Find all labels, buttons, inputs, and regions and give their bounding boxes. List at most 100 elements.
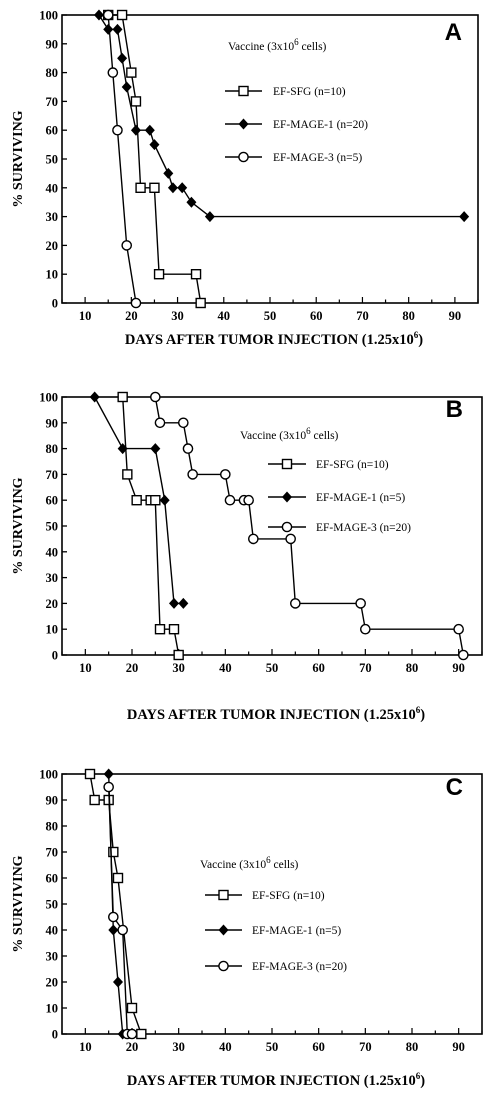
data-point — [84, 768, 96, 780]
series-circle — [102, 9, 142, 309]
data-point — [135, 182, 146, 194]
legend-entry: EF-MAGE-1 (n=5) — [268, 491, 405, 504]
data-point — [130, 124, 141, 136]
data-point — [169, 597, 179, 609]
data-point — [150, 391, 161, 403]
y-tick-label: 50 — [46, 520, 59, 534]
legend-marker — [238, 151, 249, 163]
data-point — [178, 597, 189, 609]
x-axis-label: DAYS AFTER TUMOR INJECTION (1.25x106) — [127, 1071, 425, 1089]
y-axis-label: % SURVIVING — [11, 110, 26, 207]
series-line — [122, 396, 180, 656]
data-point — [360, 623, 371, 635]
data-point — [220, 469, 231, 480]
legend-title-main: Vaccine (3x10 — [200, 859, 266, 871]
legend-title: Vaccine (3x106 cells) — [200, 855, 299, 871]
legend-label: EF-MAGE-1 (n=5) — [316, 492, 405, 504]
x-tick-label: 10 — [79, 661, 92, 675]
data-point — [116, 9, 128, 21]
data-point — [458, 649, 469, 661]
data-point — [150, 495, 161, 506]
y-tick-label: 100 — [39, 9, 58, 23]
data-point — [453, 623, 464, 635]
data-point — [167, 182, 178, 194]
x-tick-label: 80 — [402, 309, 415, 323]
legend-marker — [238, 118, 249, 130]
data-point — [149, 139, 160, 151]
x-axis-label-main: DAYS AFTER TUMOR INJECTION (1.25x10 — [127, 1073, 416, 1089]
y-axis-label: % SURVIVING — [11, 477, 26, 574]
legend-title-end: cells) — [299, 41, 327, 53]
legend-marker — [238, 85, 249, 97]
legend-entry: EF-SFG (n=10) — [205, 889, 325, 902]
y-tick-label: 0 — [52, 1028, 58, 1042]
series-square — [84, 768, 147, 1040]
legend-entry: EF-SFG (n=10) — [268, 458, 389, 471]
data-point — [130, 96, 142, 107]
legend-label: EF-MAGE-3 (n=20) — [252, 961, 347, 973]
x-tick-label: 90 — [452, 1040, 465, 1054]
data-point — [153, 269, 165, 280]
x-tick-label: 40 — [219, 661, 232, 675]
legend-title-main: Vaccine (3x10 — [240, 430, 306, 442]
data-point — [89, 794, 100, 806]
y-tick-label: 60 — [46, 494, 59, 508]
y-tick-label: 40 — [46, 924, 59, 938]
legend-marker — [218, 960, 229, 972]
x-tick-label: 50 — [264, 309, 277, 323]
x-axis-label-sup: 6 — [416, 1071, 421, 1081]
x-tick-label: 70 — [359, 661, 372, 675]
y-tick-label: 10 — [46, 1002, 59, 1016]
data-point — [121, 240, 133, 251]
panel-b: 0 10 20 30 40 50 60 70 80 90 100 10 20 30 40 50 60 70 80 90… — [11, 391, 483, 723]
y-tick-label: 30 — [46, 210, 59, 224]
series-diamond — [93, 9, 470, 223]
data-point — [126, 1002, 138, 1014]
y-tick-label: 90 — [46, 794, 59, 808]
series-diamond — [103, 768, 128, 1040]
y-tick-label: 70 — [46, 468, 59, 482]
data-point — [122, 469, 133, 480]
legend-label: EF-MAGE-3 (n=5) — [273, 152, 362, 164]
data-point — [108, 924, 119, 936]
x-tick-label: 30 — [172, 1040, 185, 1054]
legend-marker — [218, 924, 229, 936]
data-point — [243, 494, 254, 506]
y-tick-label: 20 — [46, 597, 59, 611]
data-point — [154, 417, 166, 429]
data-point — [126, 67, 137, 78]
data-point — [136, 1028, 147, 1040]
y-tick-label: 30 — [46, 950, 59, 964]
legend-title: Vaccine (3x106 cells) — [240, 426, 339, 442]
data-point — [178, 417, 189, 429]
x-tick-label: 70 — [359, 1040, 372, 1054]
data-point — [168, 624, 180, 635]
data-point — [89, 391, 100, 403]
data-point — [248, 533, 259, 545]
y-tick-label: 50 — [46, 898, 59, 912]
y-tick-label: 20 — [46, 239, 59, 253]
y-tick-label: 80 — [46, 66, 59, 80]
x-tick-label: 20 — [126, 661, 139, 675]
y-tick-label: 80 — [46, 442, 59, 456]
x-tick-label: 90 — [452, 661, 465, 675]
legend-label: EF-MAGE-1 (n=5) — [252, 925, 341, 937]
panel-letter: A — [445, 19, 462, 46]
data-point — [113, 976, 123, 988]
panel-letter: B — [446, 396, 463, 423]
x-tick-label: 30 — [171, 309, 184, 323]
x-axis-label-sup: 6 — [416, 705, 421, 715]
data-point — [355, 598, 366, 609]
data-point — [93, 9, 104, 21]
data-point — [103, 23, 114, 35]
y-tick-label: 90 — [46, 37, 59, 51]
data-point — [103, 781, 114, 793]
x-tick-label: 50 — [266, 1040, 279, 1054]
data-point — [117, 443, 128, 455]
x-tick-label: 10 — [79, 309, 92, 323]
data-point — [182, 443, 194, 454]
legend-entry: EF-MAGE-3 (n=5) — [225, 151, 362, 164]
x-axis-label-sup: 6 — [414, 330, 419, 340]
legend-title-end: cells) — [271, 859, 299, 871]
data-point — [107, 67, 119, 78]
